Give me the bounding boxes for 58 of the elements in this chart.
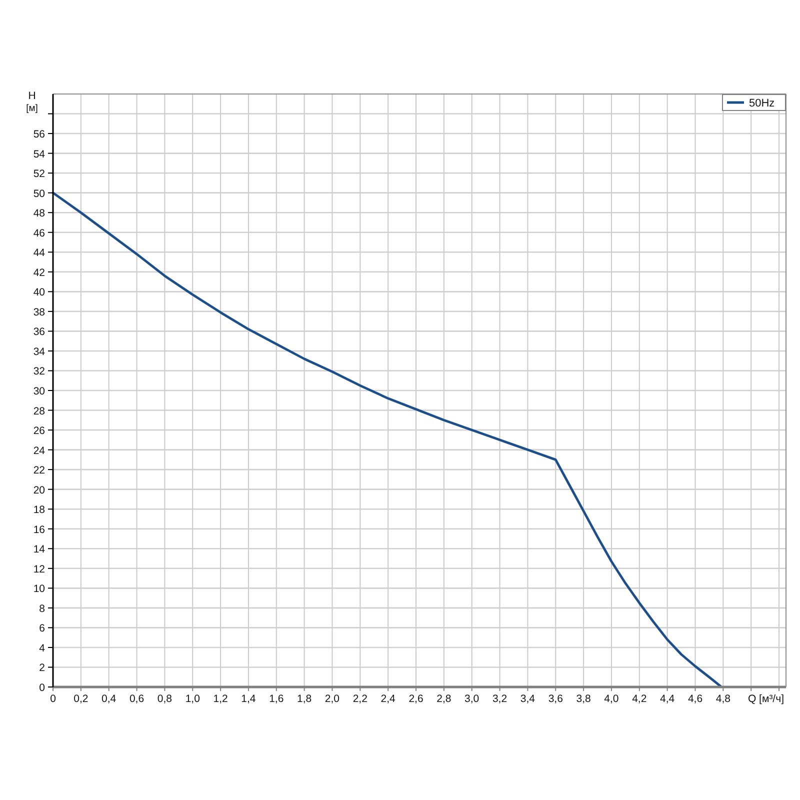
x-tick-label: 4,4 [660, 693, 675, 705]
y-tick-label: 30 [33, 386, 46, 398]
y-axis-title: H [м] [26, 90, 38, 114]
y-tick-label: 12 [33, 563, 46, 576]
x-tick-label: 1,6 [269, 693, 284, 705]
x-tick-label: 2,6 [408, 693, 424, 705]
x-tick-label: 3,0 [464, 693, 480, 705]
x-tick-label: 1,0 [185, 693, 200, 705]
y-tick-label: 8 [39, 602, 46, 615]
y-tick-label: 42 [33, 266, 46, 279]
y-tick-label: 24 [33, 444, 46, 457]
y-tick-label: 18 [33, 504, 46, 516]
x-tick-label: 2,8 [436, 693, 452, 705]
x-tick-label: 4,6 [688, 693, 703, 705]
y-tick-label: 40 [33, 286, 46, 299]
y-tick-label: 4 [39, 642, 46, 654]
y-tick-label: 52 [33, 168, 46, 180]
x-tick-label: 1,2 [213, 693, 228, 705]
x-tick-label: 3,2 [492, 693, 508, 705]
x-tick-label: 0,2 [74, 693, 88, 705]
x-tick-label: 4,8 [716, 693, 731, 705]
x-tick-label: 4,2 [632, 693, 647, 705]
y-tick-label: 20 [33, 484, 46, 496]
y-tick-label: 2 [39, 662, 46, 674]
y-tick-label: 38 [33, 306, 46, 318]
x-tick-label: 2,2 [352, 693, 368, 705]
y-tick-label: 44 [33, 247, 46, 260]
line-series [52, 192, 722, 688]
y-tick-label: 50 [33, 188, 46, 200]
y-tick-label: 46 [33, 227, 46, 240]
x-tick-label: 0,4 [102, 693, 116, 705]
y-tick-label: 48 [33, 208, 46, 220]
y-tick-label: 6 [39, 622, 46, 635]
x-tick-label: 3,8 [576, 693, 592, 705]
y-tick-label: 56 [33, 128, 46, 141]
x-tick-label: 2,0 [324, 693, 340, 705]
y-tick-label: 26 [33, 425, 46, 438]
y-tick-label: 54 [33, 148, 46, 160]
x-tick-label: 2,4 [380, 693, 396, 705]
x-tick-label: 3,4 [520, 693, 536, 705]
x-tick-label: 3,6 [548, 693, 564, 705]
y-tick-label: 22 [33, 464, 46, 477]
y-tick-label: 32 [33, 366, 46, 378]
x-tick-label: 0,8 [157, 693, 172, 705]
x-axis-title: Q [м³/ч] [748, 693, 784, 705]
y-tick-label: 34 [33, 346, 46, 358]
y-tick-label: 14 [33, 544, 46, 556]
y-tick-label: 28 [33, 405, 46, 418]
y-tick-label: 10 [33, 583, 46, 596]
y-tick-label: 0 [39, 682, 46, 694]
y-tick-label: 36 [33, 326, 46, 338]
x-tick-label: 4,0 [604, 693, 619, 705]
x-tick-label: 0,6 [129, 693, 144, 705]
x-tick-label: 0 [50, 693, 56, 705]
y-tick-label: 16 [33, 524, 46, 536]
x-tick-label: 1,4 [241, 693, 256, 705]
legend-label: 50Hz [749, 98, 775, 110]
x-tick-label: 1,8 [297, 693, 312, 705]
